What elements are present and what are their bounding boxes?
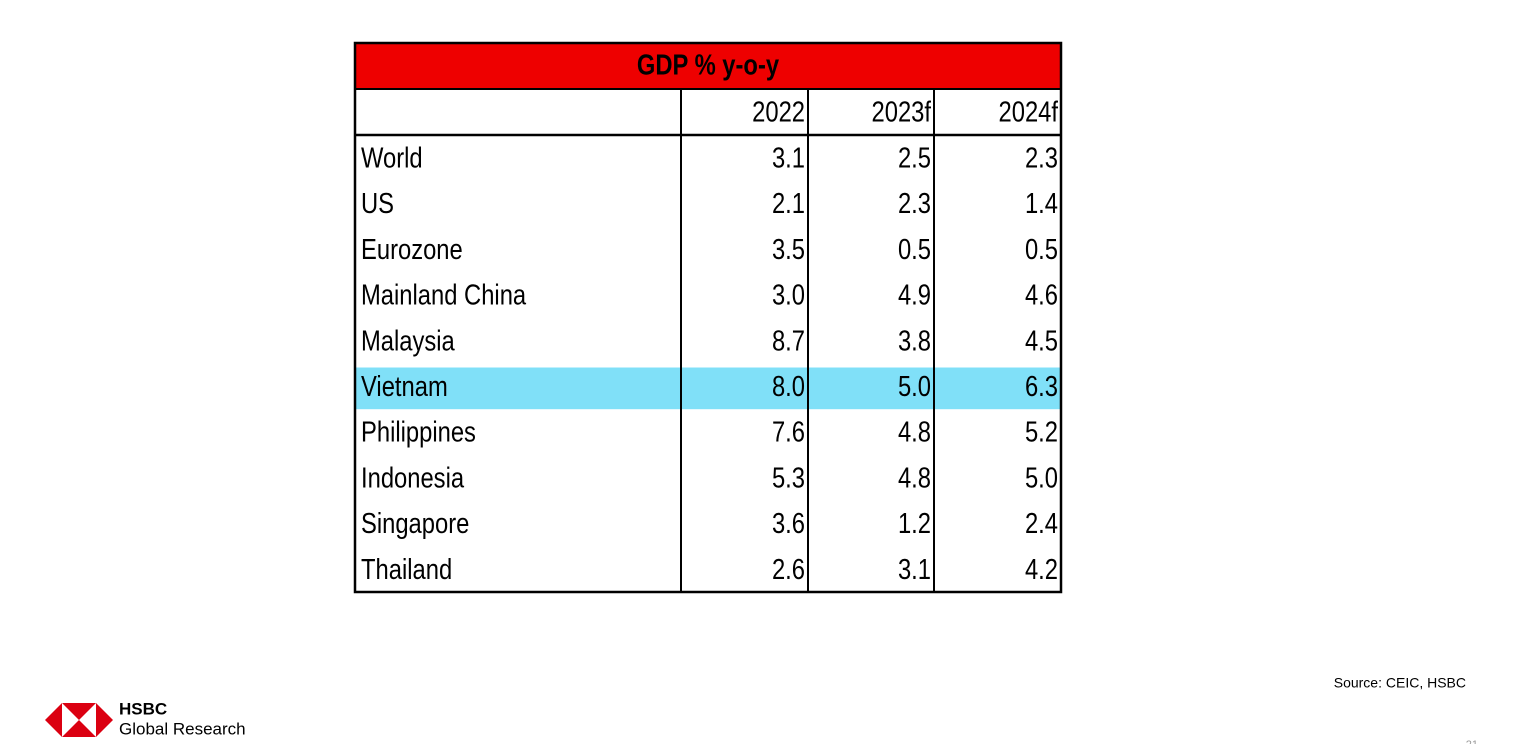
logo-shape xyxy=(62,720,96,737)
logo-shape xyxy=(45,703,62,737)
cell-value: 5.2 xyxy=(1025,415,1058,448)
cell-value: 4.8 xyxy=(898,415,931,448)
cell-value: 7.6 xyxy=(772,415,805,448)
row-label: Malaysia xyxy=(361,324,455,357)
cell-value: 8.0 xyxy=(772,370,805,403)
row-label: Vietnam xyxy=(361,370,448,403)
cell-value: 3.5 xyxy=(772,233,805,266)
cell-value: 5.3 xyxy=(772,461,805,494)
cell-value: 2.3 xyxy=(898,187,931,220)
cell-value: 3.1 xyxy=(898,553,931,586)
cell-value: 2.3 xyxy=(1025,141,1058,174)
cell-value: 5.0 xyxy=(1025,461,1058,494)
title-bar xyxy=(355,43,1061,89)
cell-value: 4.2 xyxy=(1025,553,1058,586)
row-label: World xyxy=(361,141,423,174)
source-note: Source: CEIC, HSBC xyxy=(1334,675,1466,691)
row-highlight xyxy=(355,367,1061,410)
cell-value: 4.5 xyxy=(1025,324,1058,357)
cell-value: 6.3 xyxy=(1025,370,1058,403)
row-label: US xyxy=(361,187,394,220)
cell-value: 3.8 xyxy=(898,324,931,357)
logo-shape xyxy=(62,703,96,720)
cell-value: 2.1 xyxy=(772,187,805,220)
cell-value: 2.4 xyxy=(1025,507,1058,540)
cell-value: 8.7 xyxy=(772,324,805,357)
cell-value: 2.6 xyxy=(772,553,805,586)
column-header: 2022 xyxy=(752,95,805,128)
cell-value: 1.2 xyxy=(898,507,931,540)
row-label: Singapore xyxy=(361,507,469,540)
cell-value: 1.4 xyxy=(1025,187,1058,220)
table-outline xyxy=(353,41,1063,594)
cell-value: 4.6 xyxy=(1025,278,1058,311)
hsbc-logo-mark xyxy=(45,703,113,737)
cell-value: 0.5 xyxy=(1025,233,1058,266)
table-title: GDP % y-o-y xyxy=(637,48,779,81)
row-label: Thailand xyxy=(361,553,452,586)
row-label: Philippines xyxy=(361,415,476,448)
cell-value: 2.5 xyxy=(898,141,931,174)
cell-value: 3.0 xyxy=(772,278,805,311)
logo-shape xyxy=(96,703,113,737)
cell-value: 0.5 xyxy=(898,233,931,266)
row-label: Indonesia xyxy=(361,461,464,494)
row-label: Eurozone xyxy=(361,233,463,266)
column-header: 2024f xyxy=(999,95,1059,128)
page-number: 21 xyxy=(1466,739,1478,744)
row-label: Mainland China xyxy=(361,278,526,311)
logo-unit: Global Research xyxy=(119,719,246,738)
cell-value: 4.8 xyxy=(898,461,931,494)
cell-value: 3.1 xyxy=(772,141,805,174)
cell-value: 4.9 xyxy=(898,278,931,311)
column-header: 2023f xyxy=(872,95,932,128)
logo-brand: HSBC xyxy=(119,699,167,718)
table: GDP % y-o-y 2022 2023f 2024f World 3.1 2.5 2.3 U… xyxy=(353,41,1063,594)
cell-value: 5.0 xyxy=(898,370,931,403)
cell-value: 3.6 xyxy=(772,507,805,540)
